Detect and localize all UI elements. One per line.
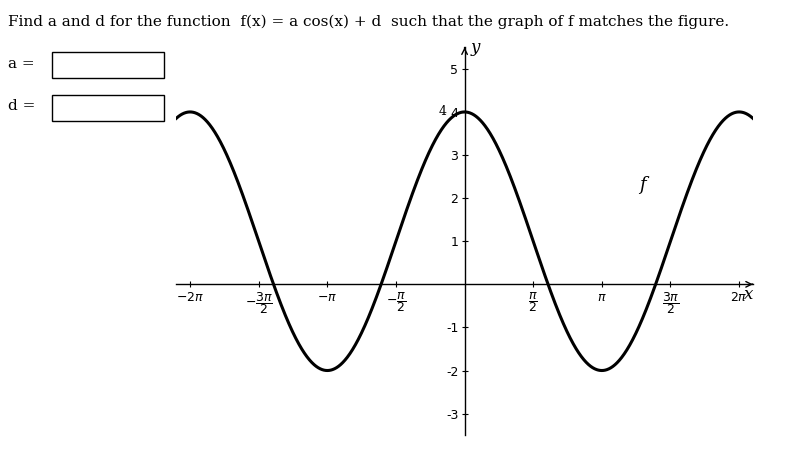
Text: 4: 4 [439,105,447,118]
Text: y: y [471,39,480,56]
FancyBboxPatch shape [52,52,164,78]
Text: f: f [639,175,646,193]
Text: d =: d = [8,99,35,114]
Text: x: x [744,287,753,303]
FancyBboxPatch shape [52,95,164,121]
Text: a =: a = [8,57,34,71]
Text: Find a and d for the function  f(x) = a cos(x) + d  such that the graph of f mat: Find a and d for the function f(x) = a c… [8,14,729,28]
